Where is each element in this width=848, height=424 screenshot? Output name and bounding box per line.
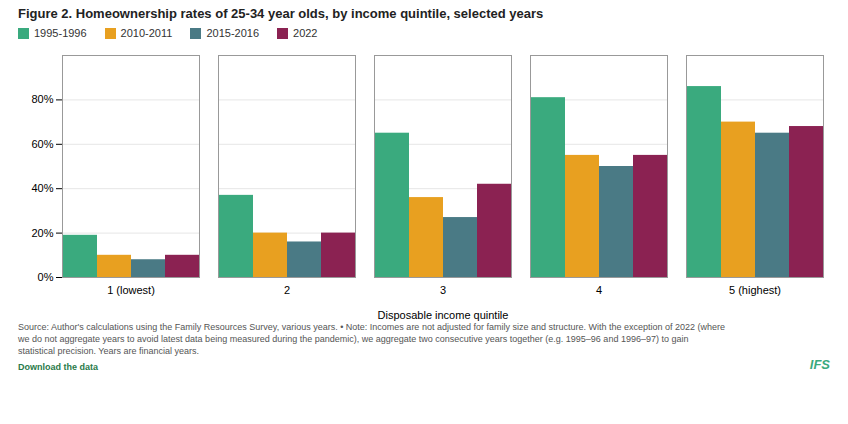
html-text:Figure 2. Homeownership rates: Figure 2. Homeownership rates of 25-34 y… xyxy=(18,6,544,21)
html-text:Source: Author's calculations: Source: Author's calculations using the … xyxy=(18,322,725,357)
svg-text:0%: 0% xyxy=(38,271,54,283)
svg-text:1 (lowest): 1 (lowest) xyxy=(107,284,155,296)
svg-text:3: 3 xyxy=(440,284,446,296)
html-text:IFS: IFS xyxy=(809,357,830,372)
svg-text:4: 4 xyxy=(596,284,602,296)
html-text:2010-2011: 2010-2011 xyxy=(120,27,173,39)
html-text:Download the data: Download the data xyxy=(18,362,98,373)
svg-text:60%: 60% xyxy=(31,138,53,150)
svg-text:40%: 40% xyxy=(31,182,53,194)
html-text:1995-1996: 1995-1996 xyxy=(34,27,87,39)
svg-text:20%: 20% xyxy=(31,227,53,239)
svg-text:Disposable income quintile: Disposable income quintile xyxy=(378,309,509,321)
html-text:2022: 2022 xyxy=(293,27,318,39)
svg-text:80%: 80% xyxy=(31,93,53,105)
svg-text:5 (highest): 5 (highest) xyxy=(729,284,781,296)
svg-text:2: 2 xyxy=(284,284,290,296)
html-text:2015-2016: 2015-2016 xyxy=(206,27,259,39)
